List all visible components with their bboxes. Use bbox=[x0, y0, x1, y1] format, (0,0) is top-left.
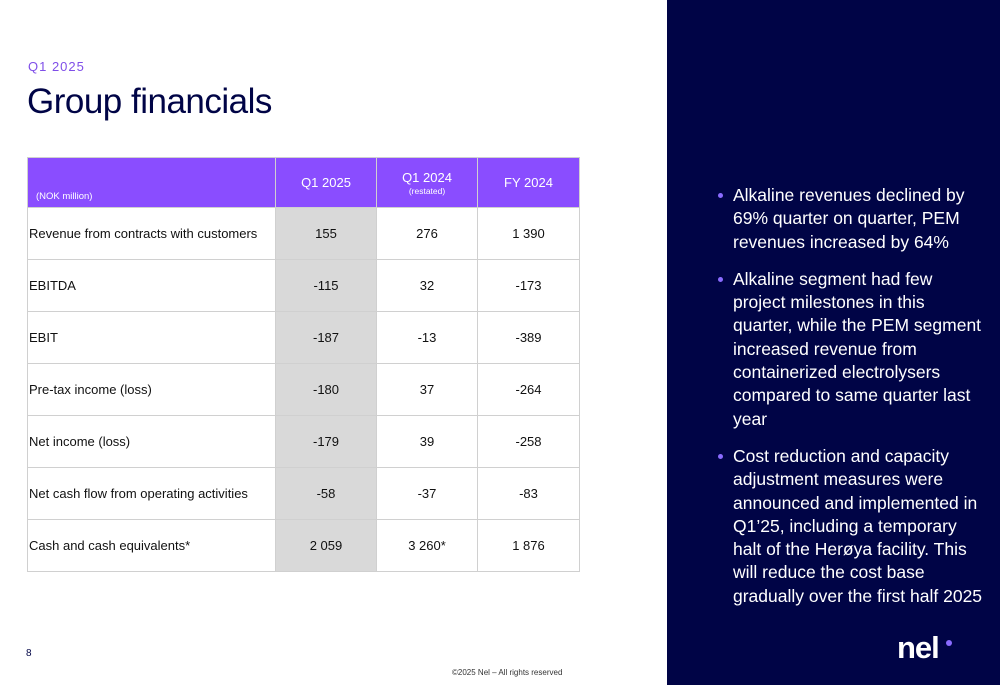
page-number: 8 bbox=[26, 648, 32, 659]
highlights-panel bbox=[667, 0, 1000, 685]
table-row: EBIT -187 -13 -389 bbox=[27, 311, 580, 364]
column-header-q1-2024: Q1 2024 (restated) bbox=[376, 157, 478, 208]
row-label: EBITDA bbox=[27, 259, 276, 312]
row-label: Net cash flow from operating activities bbox=[27, 467, 276, 520]
bullet-dot-icon bbox=[718, 193, 723, 198]
logo-dot-icon bbox=[946, 640, 952, 646]
column-header-fy-2024: FY 2024 bbox=[477, 157, 580, 208]
table-row: Net cash flow from operating activities … bbox=[27, 467, 580, 520]
cell-fy-2024: 1 390 bbox=[477, 207, 580, 260]
list-item: Cost reduction and capacity adjustment m… bbox=[714, 445, 984, 608]
copyright-notice: ©2025 Nel – All rights reserved bbox=[452, 668, 563, 677]
cell-q1-2025: -187 bbox=[275, 311, 377, 364]
cell-fy-2024: 1 876 bbox=[477, 519, 580, 572]
cell-fy-2024: -83 bbox=[477, 467, 580, 520]
row-label: Net income (loss) bbox=[27, 415, 276, 468]
cell-q1-2024: 37 bbox=[376, 363, 478, 416]
unit-label: (NOK million) bbox=[27, 157, 276, 208]
bullet-text: Alkaline revenues declined by 69% quarte… bbox=[733, 185, 965, 252]
column-header-label: Q1 2024 bbox=[402, 169, 452, 185]
list-item: Alkaline revenues declined by 69% quarte… bbox=[714, 184, 984, 254]
column-header-label: Q1 2025 bbox=[301, 175, 351, 190]
cell-q1-2024: -13 bbox=[376, 311, 478, 364]
row-label: Revenue from contracts with customers bbox=[27, 207, 276, 260]
list-item: Alkaline segment had few project milesto… bbox=[714, 268, 984, 431]
table-row: EBITDA -115 32 -173 bbox=[27, 259, 580, 312]
table-row: Net income (loss) -179 39 -258 bbox=[27, 415, 580, 468]
bullet-text: Cost reduction and capacity adjustment m… bbox=[733, 445, 983, 606]
table-row: Pre-tax income (loss) -180 37 -264 bbox=[27, 363, 580, 416]
bullet-dot-icon bbox=[718, 276, 723, 282]
row-label: EBIT bbox=[27, 311, 276, 364]
row-label: Pre-tax income (loss) bbox=[27, 363, 276, 416]
cell-q1-2025: -115 bbox=[275, 259, 377, 312]
column-header-label: FY 2024 bbox=[504, 175, 553, 190]
column-header-sublabel: (restated) bbox=[408, 185, 446, 196]
table-row: Cash and cash equivalents* 2 059 3 260* … bbox=[27, 519, 580, 572]
cell-fy-2024: -173 bbox=[477, 259, 580, 312]
cell-fy-2024: -264 bbox=[477, 363, 580, 416]
table-header-row: (NOK million) Q1 2025 Q1 2024 (restated)… bbox=[27, 157, 580, 208]
cell-q1-2024: 32 bbox=[376, 259, 478, 312]
column-header-q1-2025: Q1 2025 bbox=[275, 157, 377, 208]
bullet-dot-icon bbox=[718, 453, 723, 459]
cell-q1-2025: -179 bbox=[275, 415, 377, 468]
slide-kicker: Q1 2025 bbox=[28, 59, 85, 74]
nel-logo: nel bbox=[897, 630, 940, 665]
bullet-text: Alkaline segment had few project milesto… bbox=[733, 268, 982, 429]
content-panel: Q1 2025 Group financials (NOK million) Q… bbox=[26, 59, 580, 677]
cell-fy-2024: -389 bbox=[477, 311, 580, 364]
highlights-list: Alkaline revenues declined by 69% quarte… bbox=[714, 184, 984, 622]
cell-q1-2024: 39 bbox=[376, 415, 478, 468]
cell-q1-2025: 155 bbox=[275, 207, 377, 260]
cell-q1-2025: -180 bbox=[275, 363, 377, 416]
cell-q1-2025: -58 bbox=[275, 467, 377, 520]
cell-q1-2024: -37 bbox=[376, 467, 478, 520]
row-label: Cash and cash equivalents* bbox=[27, 519, 276, 572]
cell-q1-2024: 276 bbox=[376, 207, 478, 260]
slide-title: Group financials bbox=[27, 82, 272, 121]
cell-fy-2024: -258 bbox=[477, 415, 580, 468]
table-row: Revenue from contracts with customers 15… bbox=[27, 207, 580, 260]
cell-q1-2024: 3 260* bbox=[376, 519, 478, 572]
cell-q1-2025: 2 059 bbox=[275, 519, 377, 572]
financials-table: (NOK million) Q1 2025 Q1 2024 (restated)… bbox=[27, 157, 580, 572]
